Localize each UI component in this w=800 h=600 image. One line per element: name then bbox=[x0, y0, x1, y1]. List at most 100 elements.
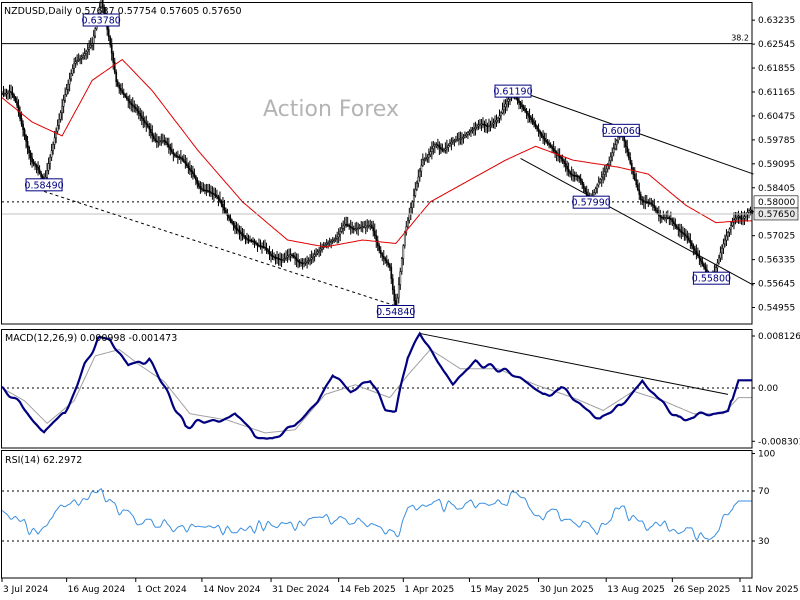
candle-body bbox=[382, 256, 385, 259]
candle-body bbox=[300, 262, 302, 264]
candle-body bbox=[594, 188, 597, 193]
candle-body bbox=[636, 184, 639, 190]
candle-body bbox=[543, 137, 546, 141]
candle-body bbox=[252, 240, 254, 243]
candle-body bbox=[479, 123, 481, 126]
candle-body bbox=[665, 217, 668, 219]
candle-body bbox=[183, 159, 185, 162]
candle-body bbox=[414, 189, 417, 196]
price-label-box bbox=[572, 195, 610, 209]
candle-body bbox=[504, 103, 507, 108]
candle-body bbox=[579, 178, 582, 182]
candle-body bbox=[318, 250, 320, 253]
candle-body bbox=[375, 235, 378, 241]
candle-body bbox=[354, 228, 357, 230]
date-axis-label: 26 Sep 2025 bbox=[673, 585, 730, 595]
candle-body bbox=[219, 198, 221, 202]
candle-body bbox=[409, 207, 412, 215]
candle-body bbox=[134, 107, 137, 110]
candle-body bbox=[444, 148, 447, 151]
date-axis-label: 1 Apr 2025 bbox=[404, 585, 454, 595]
candle-body bbox=[166, 142, 169, 145]
candle-body bbox=[68, 78, 71, 85]
candle-body bbox=[527, 113, 529, 116]
candle-body bbox=[399, 271, 402, 285]
candle-body bbox=[288, 254, 290, 257]
candle-body bbox=[367, 225, 370, 227]
candle-body bbox=[240, 231, 242, 235]
candle-body bbox=[315, 252, 317, 255]
candle-body bbox=[408, 213, 411, 221]
candle-body bbox=[563, 160, 565, 164]
candle-body bbox=[569, 171, 571, 175]
candle-body bbox=[686, 235, 689, 239]
candle-body bbox=[653, 205, 656, 208]
candle-body bbox=[88, 47, 91, 50]
fibonacci-level-label: 38.2 bbox=[731, 34, 749, 43]
candle-body bbox=[749, 209, 752, 212]
candle-body bbox=[552, 148, 555, 151]
watermark: Action Forex bbox=[263, 97, 399, 122]
candle-body bbox=[575, 175, 577, 177]
candle-body bbox=[92, 35, 95, 44]
candle-body bbox=[235, 227, 238, 230]
rsi-panel[interactable] bbox=[1, 487, 752, 542]
candle-body bbox=[22, 123, 24, 131]
candle-body bbox=[53, 137, 56, 145]
candle-body bbox=[207, 190, 209, 192]
candle-body bbox=[298, 261, 301, 264]
candle-body bbox=[256, 243, 259, 246]
candle-body bbox=[638, 189, 641, 195]
candle-body bbox=[79, 58, 82, 60]
candle-body bbox=[477, 124, 480, 127]
macd-axis-label: -0.008301 bbox=[758, 437, 800, 447]
candle-body bbox=[654, 207, 657, 211]
candle-body bbox=[133, 105, 136, 108]
candle-body bbox=[214, 194, 217, 196]
candle-body bbox=[465, 134, 468, 137]
candle-body bbox=[734, 218, 737, 220]
candle-body bbox=[101, 0, 104, 8]
candle-body bbox=[352, 228, 355, 230]
panel-frame bbox=[1, 329, 753, 449]
candle-body bbox=[85, 51, 88, 54]
candle-body bbox=[115, 71, 118, 82]
candle-body bbox=[348, 225, 351, 227]
candle-body bbox=[470, 130, 472, 132]
candle-body bbox=[143, 120, 146, 124]
candle-body bbox=[578, 176, 581, 179]
candle-body bbox=[76, 60, 79, 62]
candle-body bbox=[343, 223, 346, 227]
price-label-box bbox=[25, 178, 63, 192]
candle-body bbox=[38, 169, 41, 174]
candle-body bbox=[566, 166, 568, 170]
price-panel[interactable]: 38.2 0.63780 0.61190 0.60060 0.57990 0.58490 0… bbox=[1, 0, 754, 319]
candle-body bbox=[262, 246, 265, 248]
candle-body bbox=[599, 179, 602, 183]
candle-body bbox=[718, 257, 720, 264]
candle-body bbox=[695, 251, 698, 254]
candle-body bbox=[2, 93, 5, 95]
candle-body bbox=[503, 106, 505, 111]
candle-body bbox=[345, 223, 348, 226]
candle-body bbox=[297, 260, 299, 263]
candle-body bbox=[373, 230, 376, 236]
trendline bbox=[43, 190, 396, 307]
macd-panel[interactable] bbox=[1, 331, 752, 440]
candle-body bbox=[151, 132, 154, 137]
candle-body bbox=[516, 98, 519, 101]
candle-body bbox=[67, 83, 69, 90]
candle-body bbox=[629, 157, 632, 164]
candle-body bbox=[349, 226, 352, 228]
candle-body bbox=[23, 129, 26, 136]
candle-body bbox=[169, 146, 172, 150]
price-axis-label: 0.54955 bbox=[758, 304, 795, 314]
candle-body bbox=[418, 170, 421, 178]
candle-body bbox=[385, 260, 388, 263]
candle-body bbox=[551, 146, 553, 149]
candle-body bbox=[170, 149, 173, 153]
candle-body bbox=[172, 151, 175, 155]
candle-body bbox=[719, 252, 722, 259]
candle-body bbox=[542, 135, 544, 139]
